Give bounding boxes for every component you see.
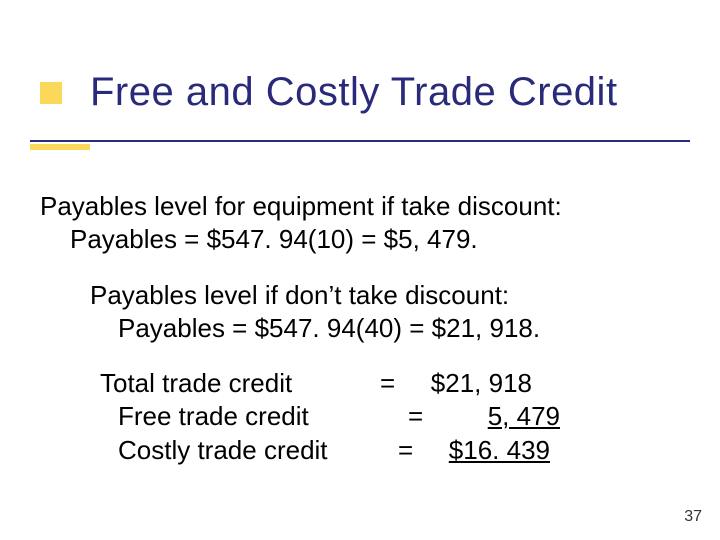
text-line: Payables level for equipment if take dis… — [40, 190, 680, 223]
page-number: 37 — [684, 508, 702, 526]
text-line: Payables level if don’t take discount: — [90, 279, 680, 312]
table-cell-label: Costly trade credit — [100, 434, 398, 467]
accent-rule — [30, 144, 90, 150]
table-cell-eq: = — [398, 400, 440, 433]
table-cell-value: $16. 439 — [430, 434, 550, 467]
table-cell-value: $21, 918 — [412, 367, 532, 400]
trade-credit-table: Total trade credit = $21, 918 Free trade… — [100, 367, 680, 467]
table-row: Free trade credit = 5, 479 — [100, 400, 680, 433]
slide: Free and Costly Trade Credit Payables le… — [0, 0, 720, 540]
text-line: Payables = $547. 94(10) = $5, 479. — [70, 223, 680, 256]
slide-body: Payables level for equipment if take dis… — [40, 190, 680, 467]
table-cell-label: Total trade credit — [100, 367, 380, 400]
table-row: Total trade credit = $21, 918 — [100, 367, 680, 400]
table-row: Costly trade credit = $16. 439 — [100, 434, 680, 467]
bullet-square-icon — [40, 82, 62, 104]
paragraph-take-discount: Payables level for equipment if take dis… — [40, 190, 680, 257]
slide-title: Free and Costly Trade Credit — [90, 70, 690, 115]
text-line: Payables = $547. 94(40) = $21, 918. — [118, 312, 680, 345]
table-cell-eq: = — [380, 367, 412, 400]
table-cell-value: 5, 479 — [440, 400, 560, 433]
horizontal-rule — [30, 140, 690, 142]
title-area: Free and Costly Trade Credit — [30, 70, 690, 115]
table-cell-label: Free trade credit — [100, 400, 398, 433]
table-cell-eq: = — [398, 434, 430, 467]
paragraph-no-discount: Payables level if don’t take discount: P… — [90, 279, 680, 346]
